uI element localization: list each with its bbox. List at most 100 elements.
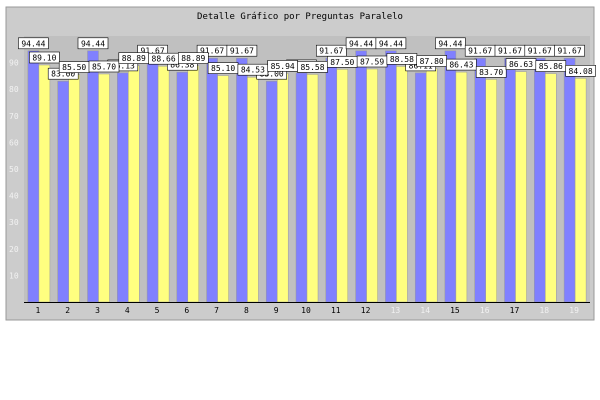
x-tick-label: 16 (480, 306, 490, 315)
bar-series-2 (157, 65, 170, 303)
bar-series-2 (515, 71, 527, 303)
data-label: 85.58 (300, 63, 324, 72)
bar-series-2 (545, 73, 557, 303)
data-label: 84.08 (569, 67, 593, 76)
x-tick-label: 9 (274, 306, 279, 315)
bar-series-1 (474, 57, 486, 303)
data-label: 94.44 (21, 39, 45, 48)
bar-series-1 (504, 57, 516, 303)
x-tick-label: 2 (65, 306, 70, 315)
x-tick-label: 14 (420, 306, 430, 315)
bar-series-2 (574, 78, 587, 303)
data-label: 86.38 (170, 61, 194, 70)
bar-series-1 (176, 71, 189, 303)
bar-series-2 (128, 65, 140, 303)
bar-series-2 (98, 73, 110, 303)
bar-series-1 (444, 50, 457, 303)
data-label-box (88, 60, 120, 73)
chart-title: Detalle Gráfico por Preguntas Paralelo (197, 12, 403, 22)
bar-series-1 (117, 72, 129, 303)
bars (27, 50, 587, 303)
data-label-box (226, 44, 258, 57)
bar-series-2 (276, 73, 289, 303)
data-label: 94.44 (438, 39, 462, 48)
y-axis-ticks: 10 20 30 40 50 60 70 80 90 (9, 59, 19, 281)
y-tick-label: 80 (9, 85, 19, 94)
data-label-box (475, 66, 507, 78)
data-label-box (29, 51, 60, 64)
bar-series-2 (396, 66, 408, 303)
bar-series-2 (217, 75, 229, 303)
data-label: 88.58 (390, 55, 414, 64)
bar-series-1 (355, 50, 367, 303)
bar-series-2 (336, 69, 349, 303)
data-label: 83.00 (51, 70, 75, 79)
x-axis-ticks: 1 2 3 4 5 6 7 8 9 10 11 12 13 14 15 16 17 18 19 (35, 306, 579, 315)
data-label-box (435, 37, 466, 50)
bar-series-2 (187, 65, 200, 303)
x-tick-label: 12 (361, 306, 371, 315)
x-tick-label: 1 (35, 306, 40, 315)
data-label: 86.43 (449, 61, 473, 70)
x-tick-label: 15 (450, 306, 460, 315)
data-label-box (446, 58, 477, 71)
bar-series-1 (534, 57, 546, 303)
data-label: 88.66 (152, 55, 176, 64)
bar-series-1 (563, 57, 576, 303)
x-tick-label: 8 (244, 306, 249, 315)
bar-series-1 (206, 57, 218, 303)
data-label: 84.53 (241, 66, 265, 75)
x-tick-label: 19 (569, 306, 579, 315)
x-tick-label: 4 (125, 306, 130, 315)
data-label: 85.94 (271, 62, 295, 71)
bar-series-2 (485, 79, 497, 303)
bar-series-2 (425, 68, 438, 303)
data-label: 86.63 (509, 60, 533, 69)
data-label: 94.44 (81, 39, 105, 48)
data-label: 85.86 (539, 62, 563, 71)
data-label-box (375, 37, 407, 50)
data-label-box (178, 52, 209, 64)
data-label-box (554, 44, 585, 57)
bar-series-2 (366, 68, 378, 303)
data-label: 87.59 (360, 58, 384, 67)
x-tick-label: 18 (539, 306, 549, 315)
bar-series-2 (455, 71, 468, 303)
data-label: 85.70 (92, 63, 116, 72)
bar-series-1 (385, 50, 397, 303)
data-labels: 94.44 83.00 94.44 86.13 91.67 86.38 91.67 91.67… (18, 37, 596, 80)
bar-series-2 (247, 76, 259, 303)
bar-series-2 (38, 64, 51, 303)
bar-series-1 (57, 80, 69, 303)
data-label: 94.44 (379, 39, 403, 48)
data-label: 86.13 (111, 61, 135, 70)
data-label: 91.67 (319, 47, 343, 56)
y-tick-label: 90 (9, 59, 19, 68)
y-tick-label: 30 (9, 218, 19, 227)
data-label: 83.00 (260, 70, 284, 79)
data-label: 85.10 (211, 64, 235, 73)
data-label: 88.89 (122, 54, 146, 63)
data-label: 91.67 (498, 47, 522, 56)
y-tick-label: 20 (9, 245, 19, 254)
x-tick-label: 10 (301, 306, 311, 315)
bar-series-2 (306, 74, 319, 303)
data-label: 87.80 (420, 57, 444, 66)
data-label-box (565, 65, 596, 77)
data-label: 91.67 (528, 47, 552, 56)
data-label-box (77, 37, 109, 50)
data-label: 85.50 (62, 63, 86, 72)
y-tick-label: 40 (9, 192, 19, 201)
bar-series-1 (27, 50, 40, 303)
x-tick-label: 17 (510, 306, 520, 315)
data-label: 91.67 (468, 47, 492, 56)
y-tick-label: 70 (9, 112, 19, 121)
data-label: 91.67 (141, 47, 165, 56)
bar-series-1 (265, 80, 278, 303)
x-tick-label: 13 (391, 306, 401, 315)
x-tick-label: 7 (214, 306, 219, 315)
data-label: 88.89 (181, 54, 205, 63)
data-label: 91.67 (200, 47, 224, 56)
data-label: 91.67 (558, 47, 582, 56)
bar-series-1 (146, 57, 159, 303)
